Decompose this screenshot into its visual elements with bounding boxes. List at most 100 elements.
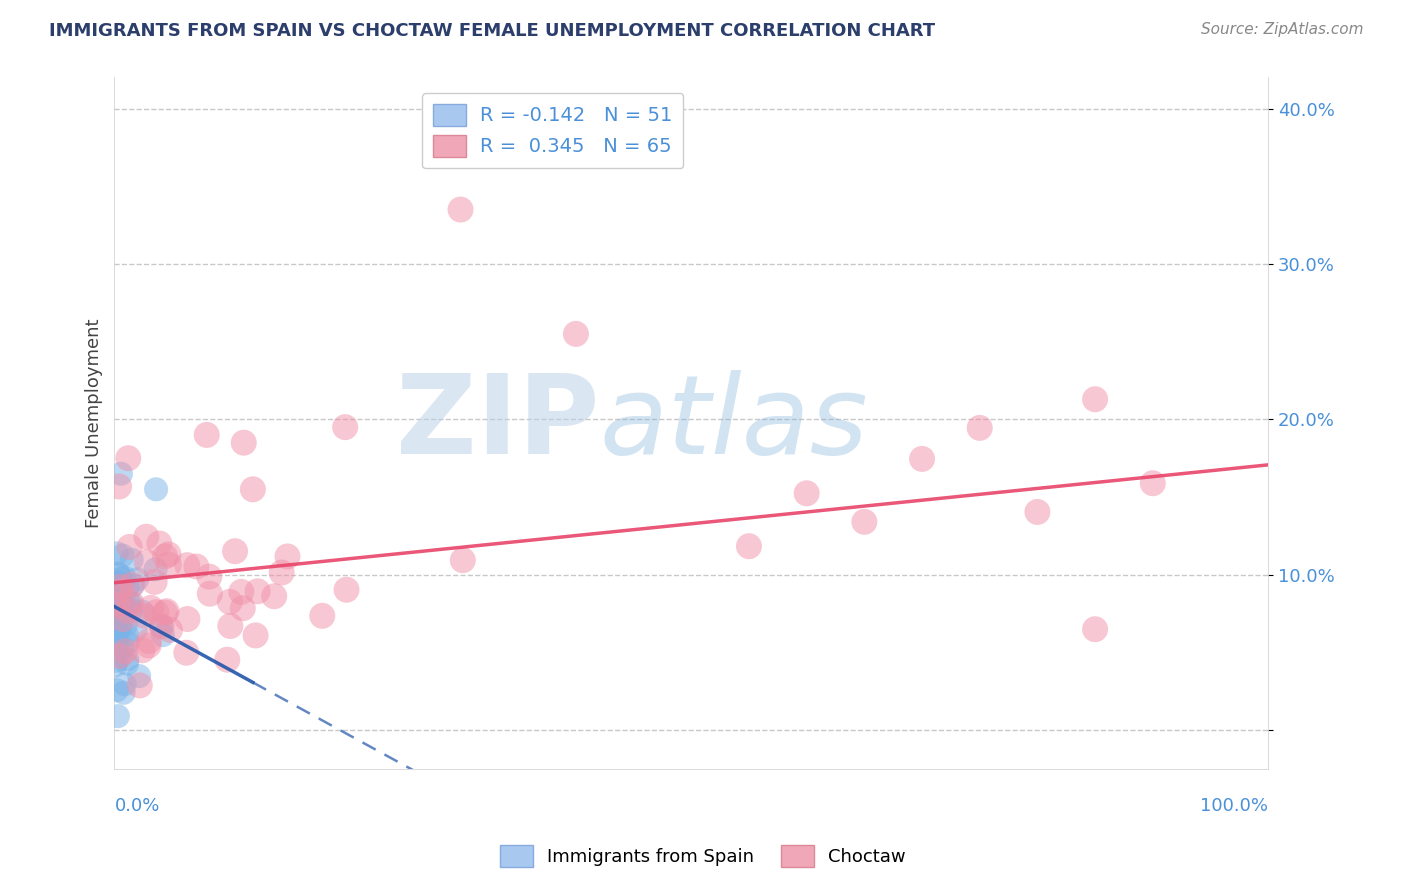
Point: [153, 606, 176, 620]
Point: [108, 623, 131, 637]
Point: [105, 599, 128, 613]
Point: [311, 608, 333, 623]
Point: [125, 623, 148, 637]
Point: [276, 549, 298, 564]
Point: [110, 467, 132, 481]
Point: [145, 562, 167, 576]
Point: [105, 654, 128, 668]
Point: [112, 571, 135, 585]
Point: [104, 611, 127, 625]
Point: [150, 619, 173, 633]
Point: [148, 536, 170, 550]
Point: [115, 581, 138, 595]
Text: 0.0%: 0.0%: [114, 797, 160, 814]
Y-axis label: Female Unemployment: Female Unemployment: [86, 318, 103, 528]
Point: [150, 619, 173, 633]
Point: [157, 558, 180, 572]
Point: [118, 540, 141, 554]
Point: [335, 582, 357, 597]
Point: [117, 635, 139, 649]
Point: [132, 608, 155, 623]
Point: [246, 584, 269, 599]
Point: [115, 657, 138, 671]
Point: [110, 572, 132, 586]
Point: [121, 553, 143, 567]
Point: [108, 479, 131, 493]
Point: [245, 628, 267, 642]
Point: [270, 566, 292, 580]
Point: [121, 597, 143, 611]
Point: [565, 326, 588, 341]
Point: [117, 596, 139, 610]
Point: [176, 612, 198, 626]
Point: [145, 605, 167, 619]
Point: [176, 646, 198, 660]
Point: [104, 575, 127, 590]
Legend: Immigrants from Spain, Choctaw: Immigrants from Spain, Choctaw: [494, 838, 912, 874]
Text: IMMIGRANTS FROM SPAIN VS CHOCTAW FEMALE UNEMPLOYMENT CORRELATION CHART: IMMIGRANTS FROM SPAIN VS CHOCTAW FEMALE …: [49, 22, 935, 40]
Point: [135, 530, 157, 544]
Point: [111, 596, 134, 610]
Point: [107, 575, 129, 590]
Point: [121, 577, 143, 591]
Point: [333, 420, 356, 434]
Point: [198, 587, 221, 601]
Point: [110, 605, 132, 619]
Text: Source: ZipAtlas.com: Source: ZipAtlas.com: [1201, 22, 1364, 37]
Point: [114, 677, 136, 691]
Point: [110, 580, 132, 594]
Point: [969, 421, 991, 435]
Point: [111, 640, 134, 655]
Point: [139, 600, 162, 615]
Point: [107, 594, 129, 608]
Point: [127, 572, 149, 586]
Point: [115, 617, 138, 632]
Point: [104, 614, 127, 628]
Point: [1084, 622, 1107, 636]
Point: [105, 625, 128, 640]
Point: [115, 628, 138, 642]
Point: [224, 544, 246, 558]
Point: [738, 539, 761, 553]
Point: [105, 546, 128, 560]
Point: [108, 604, 131, 618]
Point: [117, 451, 139, 466]
Point: [143, 574, 166, 589]
Point: [451, 553, 474, 567]
Point: [111, 612, 134, 626]
Point: [217, 653, 239, 667]
Point: [155, 604, 177, 618]
Point: [159, 623, 181, 637]
Point: [1026, 505, 1049, 519]
Point: [108, 619, 131, 633]
Point: [108, 649, 131, 664]
Point: [114, 644, 136, 658]
Point: [450, 202, 472, 217]
Text: atlas: atlas: [599, 370, 868, 476]
Point: [138, 634, 160, 648]
Point: [115, 604, 138, 618]
Point: [107, 709, 129, 723]
Point: [1084, 392, 1107, 407]
Point: [104, 658, 127, 673]
Point: [242, 483, 264, 497]
Text: 100.0%: 100.0%: [1201, 797, 1268, 814]
Point: [121, 578, 143, 592]
Point: [153, 549, 176, 564]
Point: [131, 643, 153, 657]
Text: ZIP: ZIP: [395, 370, 599, 476]
Point: [110, 584, 132, 599]
Point: [128, 678, 150, 692]
Point: [176, 558, 198, 573]
Point: [138, 639, 160, 653]
Point: [232, 601, 254, 615]
Point: [112, 686, 135, 700]
Legend: R = -0.142   N = 51, R =  0.345   N = 65: R = -0.142 N = 51, R = 0.345 N = 65: [422, 94, 683, 168]
Point: [107, 635, 129, 649]
Point: [104, 632, 127, 646]
Point: [145, 483, 167, 497]
Point: [218, 595, 240, 609]
Point: [108, 593, 131, 607]
Point: [198, 569, 221, 583]
Point: [911, 451, 934, 466]
